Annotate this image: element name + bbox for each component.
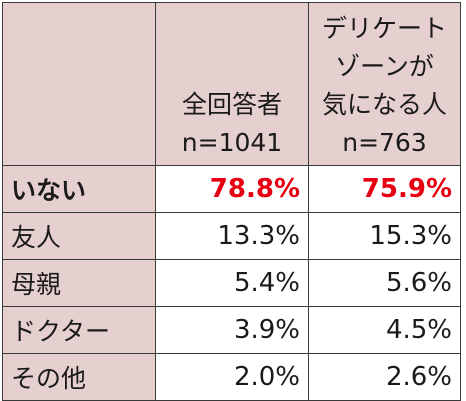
header-concerned-label-3: 気になる人 bbox=[321, 90, 447, 119]
header-all-respondents: 全回答者 n=1041 bbox=[155, 2, 309, 166]
table-row: その他 2.0% 2.6% bbox=[2, 353, 461, 401]
table-row: 母親 5.4% 5.6% bbox=[2, 259, 461, 307]
value-concerned: 2.6% bbox=[308, 353, 461, 401]
value-all: 5.4% bbox=[155, 259, 309, 307]
header-concerned-respondents: デリケート ゾーンが 気になる人 n=763 bbox=[308, 2, 461, 166]
row-label: 母親 bbox=[2, 259, 156, 307]
value-concerned: 15.3% bbox=[308, 212, 461, 260]
value-all: 13.3% bbox=[155, 212, 309, 260]
row-label: 友人 bbox=[2, 212, 156, 260]
table-row: 友人 13.3% 15.3% bbox=[2, 212, 461, 260]
value-concerned: 4.5% bbox=[308, 306, 461, 354]
header-all-label: 全回答者 bbox=[181, 90, 282, 119]
header-concerned-label-2: ゾーンが bbox=[335, 52, 434, 81]
value-all: 2.0% bbox=[155, 353, 309, 401]
header-concerned-label-1: デリケート bbox=[321, 14, 447, 43]
row-label: その他 bbox=[2, 353, 156, 401]
header-row: 全回答者 n=1041 デリケート ゾーンが 気になる人 n=763 bbox=[2, 2, 461, 166]
row-label: いない bbox=[2, 165, 156, 213]
header-all-count: n=1041 bbox=[181, 128, 283, 157]
table-row: ドクター 3.9% 4.5% bbox=[2, 306, 461, 354]
value-concerned: 5.6% bbox=[308, 259, 461, 307]
value-all: 3.9% bbox=[155, 306, 309, 354]
table-row: いない 78.8% 75.9% bbox=[2, 165, 461, 213]
value-concerned: 75.9% bbox=[308, 165, 461, 213]
header-concerned-count: n=763 bbox=[342, 128, 427, 157]
header-corner-cell bbox=[2, 2, 156, 166]
value-all: 78.8% bbox=[155, 165, 309, 213]
row-label: ドクター bbox=[2, 306, 156, 354]
